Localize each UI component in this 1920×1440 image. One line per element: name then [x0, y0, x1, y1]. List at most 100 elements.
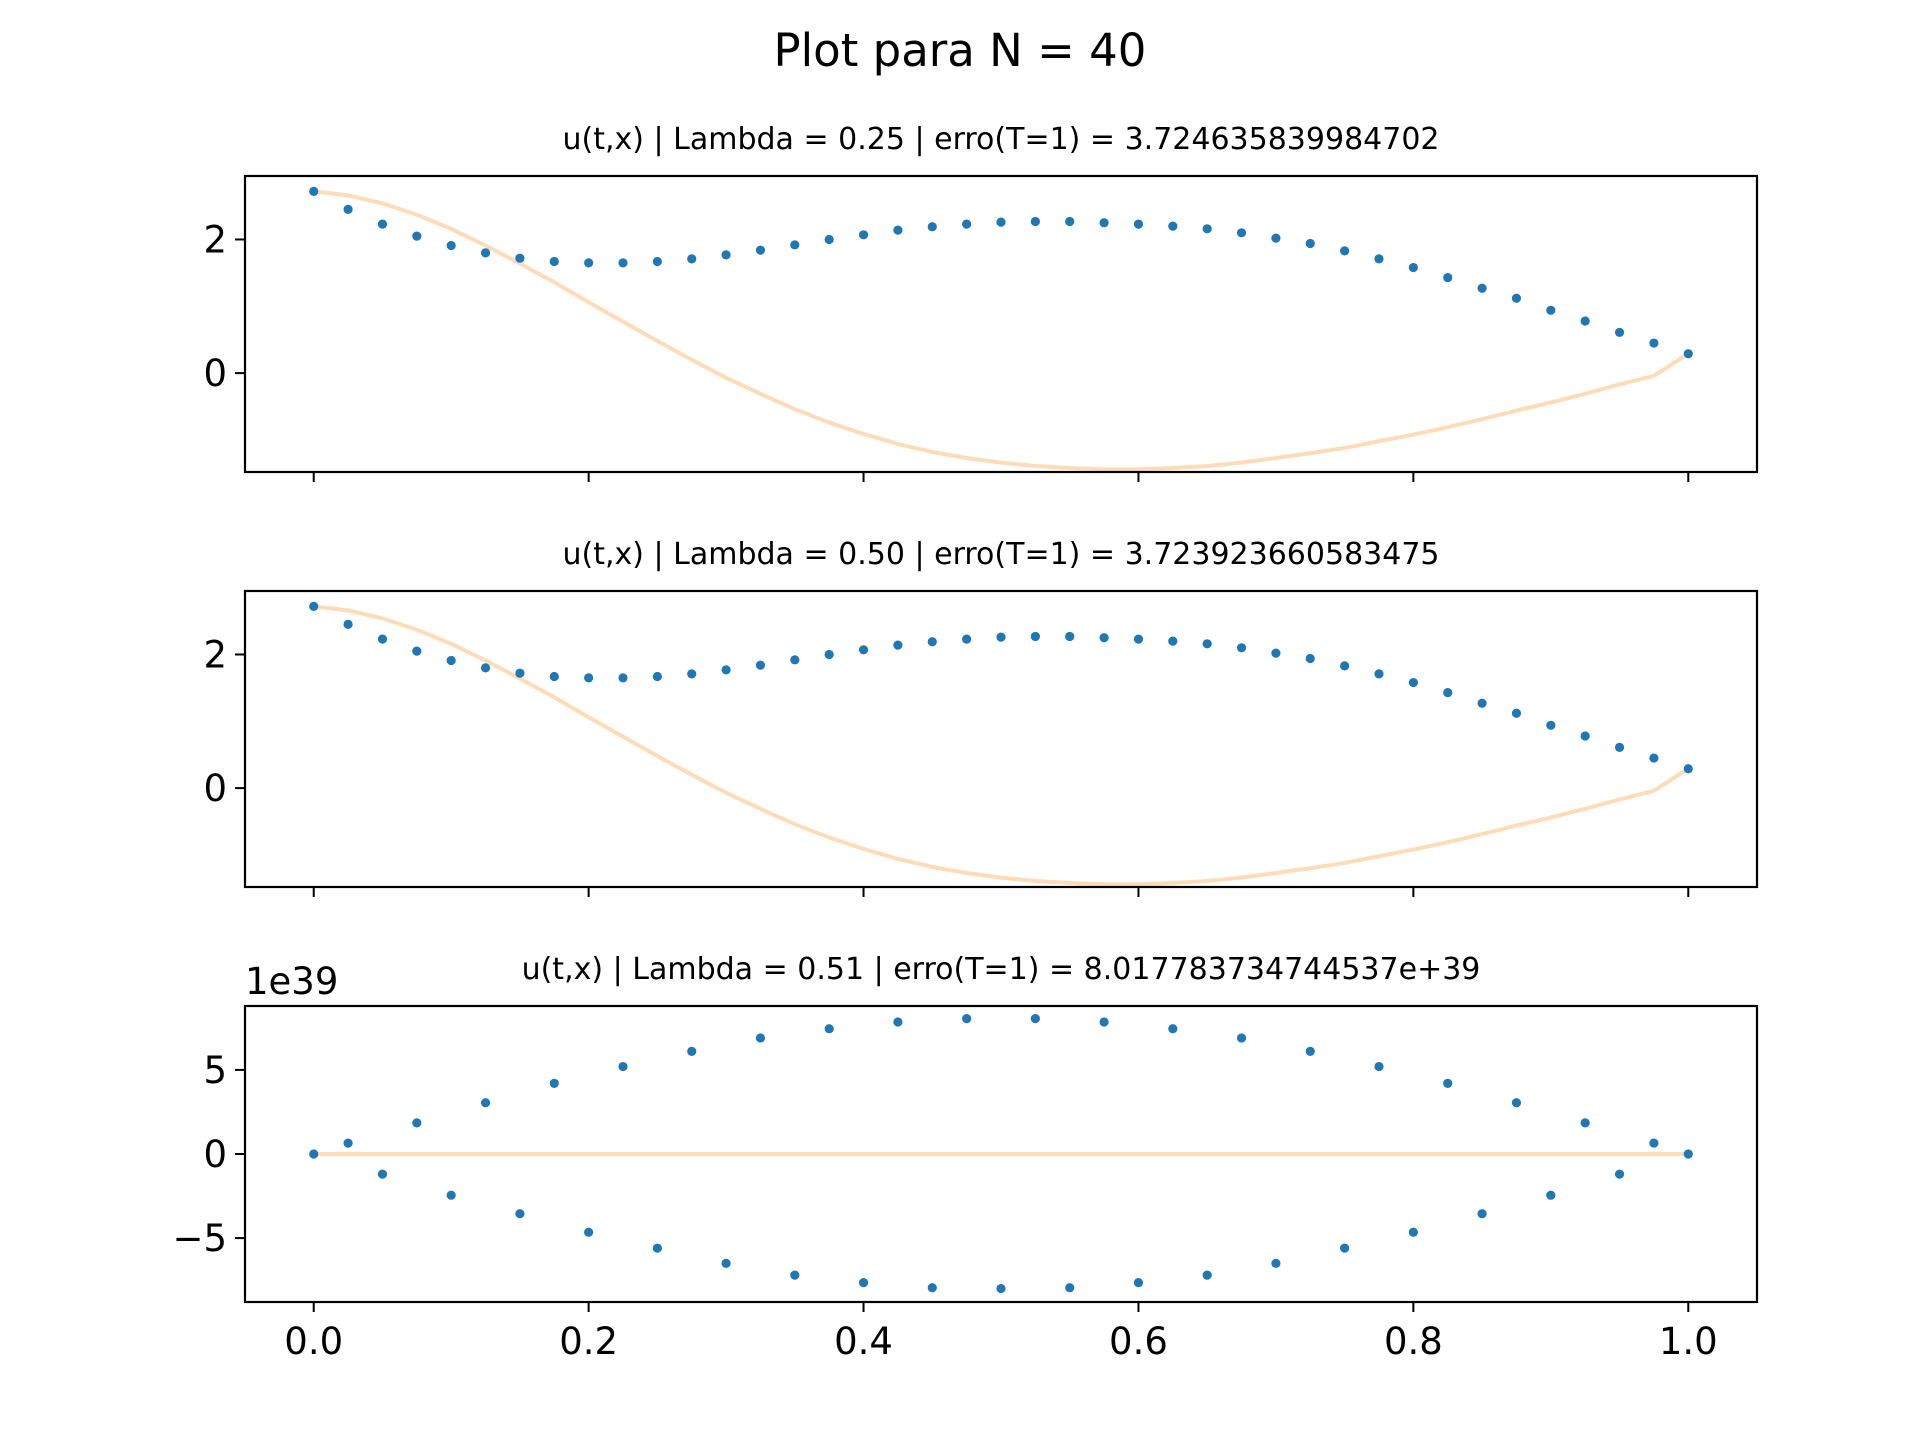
numerical-solution-point: [927, 222, 937, 232]
exact-solution-line: [313, 604, 1690, 887]
numerical-solution-point: [1065, 631, 1075, 642]
numerical-solution-point: [1168, 1024, 1178, 1034]
numerical-solution-point: [1305, 653, 1315, 664]
numerical-solution-point: [515, 253, 525, 263]
x-tick-label: 0.0: [284, 1320, 343, 1363]
numerical-solution-point: [1340, 1243, 1350, 1253]
y-tick-label: 0: [203, 1133, 227, 1176]
numerical-solution-point: [790, 655, 800, 665]
numerical-solution-point: [927, 1283, 937, 1293]
subplots: u(t,x) | Lambda = 0.25 | erro(T=1) = 3.7…: [172, 122, 1759, 1363]
numerical-solution-point: [1133, 219, 1144, 229]
subplot-3: u(t,x) | Lambda = 0.51 | erro(T=1) = 8.0…: [172, 952, 1759, 1363]
numerical-solution-point: [1374, 669, 1384, 679]
numerical-solution-point: [687, 1046, 697, 1057]
numerical-solution-point: [1614, 1169, 1625, 1179]
numerical-solution-point: [1546, 720, 1556, 730]
numerical-solution-point: [1477, 1209, 1487, 1219]
subplot-2: u(t,x) | Lambda = 0.50 | erro(T=1) = 3.7…: [203, 537, 1759, 897]
numerical-solution-point: [1340, 246, 1350, 256]
numerical-solution-point: [549, 1078, 559, 1088]
numerical-solution-point: [1408, 262, 1418, 273]
numerical-solution-point: [893, 640, 903, 650]
numerical-solution-point: [1271, 648, 1281, 658]
y-tick-label: 2: [203, 633, 227, 676]
numerical-solution-point: [1477, 283, 1487, 293]
numerical-solution-point: [1580, 731, 1590, 741]
numerical-solution-point: [1511, 1098, 1522, 1108]
numerical-solution-point: [1065, 216, 1075, 227]
numerical-solution-point: [790, 1270, 800, 1280]
numerical-solution-point: [824, 234, 834, 245]
x-tick-label: 1.0: [1659, 1320, 1718, 1363]
numerical-solution-point: [1443, 272, 1453, 283]
numerical-solution-point: [1580, 1118, 1590, 1128]
y-tick-label: 2: [203, 218, 227, 261]
numerical-solution-point: [515, 668, 525, 678]
numerical-solution-point: [755, 660, 766, 670]
numerical-solution-point: [1443, 687, 1453, 698]
numerical-solution-point: [1511, 708, 1522, 718]
numerical-solution-point: [1271, 1258, 1281, 1268]
numerical-solution-point: [755, 1033, 766, 1043]
numerical-solution-point: [1168, 221, 1178, 231]
numerical-solution-point: [1614, 327, 1625, 337]
numerical-solution-point: [996, 1283, 1006, 1294]
numerical-solution-point: [1202, 1270, 1212, 1280]
subplot-1: u(t,x) | Lambda = 0.25 | erro(T=1) = 3.7…: [203, 122, 1759, 482]
numerical-solution-point: [584, 1227, 594, 1237]
numerical-solution-point: [1202, 224, 1212, 234]
numerical-solution-point: [412, 231, 422, 241]
figure-title: Plot para N = 40: [774, 24, 1147, 77]
numerical-solution-point: [515, 1209, 525, 1219]
numerical-solution-point: [1099, 218, 1109, 228]
numerical-solution-point: [446, 240, 456, 251]
numerical-solution-point: [343, 619, 353, 630]
numerical-solution-point: [1236, 1033, 1247, 1043]
numerical-solution-point: [652, 1243, 662, 1253]
numerical-solution-point: [962, 634, 972, 644]
subplot-title: u(t,x) | Lambda = 0.25 | erro(T=1) = 3.7…: [562, 122, 1439, 157]
x-tick-label: 0.4: [834, 1320, 893, 1363]
numerical-solution-point: [721, 665, 731, 675]
numerical-solution-point: [1408, 677, 1418, 688]
y-tick-label: −5: [172, 1217, 227, 1260]
numerical-solution-point: [412, 646, 422, 656]
y-offset-label: 1e39: [245, 960, 338, 1003]
numerical-solution-point: [1099, 633, 1109, 643]
numerical-solution-point: [549, 671, 559, 682]
numerical-solution-point: [343, 204, 353, 215]
numerical-solution-point: [1546, 305, 1556, 315]
numerical-solution-point: [377, 219, 388, 229]
numerical-solution-point: [790, 240, 800, 250]
numerical-solution-point: [687, 254, 697, 264]
numerical-solution-point: [1408, 1227, 1418, 1237]
numerical-solution-point: [480, 663, 491, 673]
numerical-solution-point: [1305, 238, 1315, 249]
numerical-solution-point: [652, 256, 662, 267]
numerical-solution-point: [1065, 1283, 1075, 1293]
x-tick-label: 0.2: [559, 1320, 618, 1363]
y-tick-label: 0: [203, 767, 227, 810]
numerical-solution-point: [584, 258, 594, 268]
numerical-solution-point: [1133, 1278, 1144, 1288]
numerical-solution-point: [480, 248, 491, 258]
x-tick-label: 0.6: [1109, 1320, 1168, 1363]
numerical-solution-point: [1649, 1138, 1659, 1148]
numerical-solution-point: [377, 634, 388, 644]
numerical-solution-point: [1030, 216, 1040, 227]
numerical-solution-point: [343, 1138, 353, 1148]
numerical-solution-point: [584, 673, 594, 683]
numerical-solution-point: [927, 637, 937, 647]
numerical-solution-point: [996, 217, 1006, 227]
numerical-solution-point: [1030, 631, 1040, 642]
numerical-solution-point: [1511, 293, 1522, 303]
numerical-solution-point: [996, 632, 1006, 642]
numerical-solution-point: [412, 1118, 422, 1128]
numerical-solution-point: [480, 1098, 491, 1108]
numerical-solution-point: [721, 1258, 731, 1268]
numerical-solution-point: [893, 1017, 903, 1027]
numerical-solution-point: [755, 245, 766, 255]
numerical-solution-point: [1133, 634, 1144, 644]
